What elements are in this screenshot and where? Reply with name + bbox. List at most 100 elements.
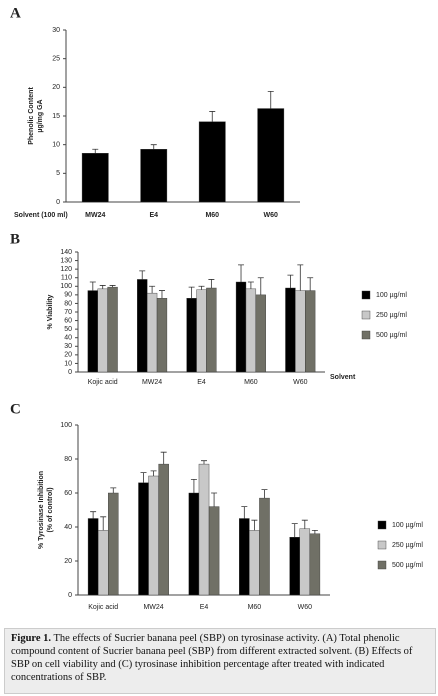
y-tick-label: 40: [64, 335, 72, 342]
error-bar: [89, 281, 96, 291]
x-tick-label: E4: [197, 379, 206, 386]
y-tick-label: 30: [52, 27, 60, 34]
x-axis-label: Solvent (100 ml): [14, 212, 68, 219]
bar: [259, 497, 270, 596]
error-bar: [190, 479, 197, 493]
bar: [289, 537, 300, 596]
error-bar: [307, 277, 314, 291]
legend-label: 100 µg/ml: [392, 522, 423, 529]
y-tick-label: 15: [52, 113, 60, 120]
bar: [249, 530, 260, 596]
caption-text: The effects of Sucrier banana peel (SBP)…: [11, 633, 413, 683]
y-tick-label: 120: [60, 266, 72, 273]
y-tick-label: 80: [64, 456, 72, 463]
error-bar: [311, 530, 318, 534]
error-bar: [287, 274, 294, 288]
y-tick-label: 90: [64, 292, 72, 299]
bar: [97, 530, 109, 596]
bar: [295, 290, 306, 373]
x-tick-label: M60: [248, 604, 262, 611]
legend-swatch: [361, 330, 371, 340]
bar: [138, 482, 149, 596]
error-bar: [149, 285, 156, 294]
y-tick-label: 30: [64, 343, 72, 350]
legend-swatch: [377, 540, 387, 550]
bar: [146, 292, 158, 373]
error-bar: [140, 472, 147, 483]
bar: [198, 121, 226, 203]
bar: [299, 528, 311, 596]
y-tick-label: 5: [56, 170, 60, 177]
legend-label: 100 µg/ml: [376, 292, 407, 299]
y-tick-label: 80: [64, 300, 72, 307]
error-bar: [150, 470, 157, 476]
y-tick-label: 60: [64, 317, 72, 324]
error-bar: [198, 285, 205, 290]
y-tick-label: 140: [60, 249, 72, 256]
legend-label: 250 µg/ml: [376, 312, 407, 319]
y-tick-label: 60: [64, 490, 72, 497]
y-axis-label: µg/mg GA: [37, 99, 44, 132]
bar: [107, 286, 118, 373]
panel-label: A: [10, 5, 21, 21]
error-bar: [92, 148, 99, 154]
error-bar: [238, 264, 245, 282]
y-tick-label: 0: [56, 199, 60, 206]
error-bar: [201, 460, 207, 465]
bar: [245, 288, 257, 373]
error-bar: [251, 519, 258, 531]
y-tick-label: 10: [64, 360, 72, 367]
y-tick-label: 25: [52, 56, 60, 63]
bar: [108, 492, 119, 596]
error-bar: [247, 281, 254, 289]
bar: [239, 518, 250, 596]
error-bar: [267, 90, 274, 109]
x-tick-label: Kojic acid: [88, 604, 118, 611]
bar: [285, 287, 296, 373]
x-axis-label: Solvent: [330, 374, 356, 381]
error-bar: [150, 144, 157, 150]
y-tick-label: 40: [64, 524, 72, 531]
error-bar: [139, 270, 146, 280]
error-bar: [297, 264, 304, 291]
legend-label: 500 µg/ml: [392, 562, 423, 569]
y-tick-label: 20: [64, 352, 72, 359]
bar: [235, 281, 247, 373]
bar: [87, 518, 99, 596]
bar: [186, 298, 197, 373]
bar: [196, 289, 207, 373]
caption: Figure 1. The effects of Sucrier banana …: [4, 628, 436, 694]
y-tick-label: 50: [64, 326, 72, 333]
legend-swatch: [377, 520, 387, 530]
bar: [309, 533, 321, 596]
x-tick-label: W60: [293, 379, 308, 386]
y-tick-label: 100: [60, 422, 72, 429]
x-tick-label: MW24: [142, 379, 162, 386]
legend-swatch: [361, 310, 371, 320]
bar: [87, 290, 98, 373]
error-bar: [90, 511, 97, 519]
x-tick-label: W60: [298, 604, 313, 611]
panel-label: B: [10, 231, 20, 247]
bar: [188, 492, 200, 596]
bar: [137, 279, 148, 373]
bar: [140, 149, 168, 203]
y-axis-label: % Tyrosinase Inhibition: [38, 471, 45, 549]
x-tick-label: M60: [244, 379, 258, 386]
error-bar: [257, 277, 264, 295]
x-tick-label: M60: [205, 212, 219, 219]
error-bar: [188, 286, 195, 299]
y-tick-label: 110: [61, 275, 72, 282]
error-bar: [211, 492, 218, 507]
bar: [208, 506, 220, 596]
legend-label: 500 µg/ml: [376, 332, 407, 339]
bar: [156, 298, 168, 373]
caption-label: Figure 1.: [11, 633, 52, 644]
x-tick-label: Kojic acid: [88, 379, 118, 386]
y-axis-label: (% of control): [47, 487, 54, 532]
error-bar: [301, 519, 308, 529]
y-tick-label: 0: [68, 369, 72, 376]
bar: [257, 108, 285, 203]
error-bar: [109, 285, 116, 288]
